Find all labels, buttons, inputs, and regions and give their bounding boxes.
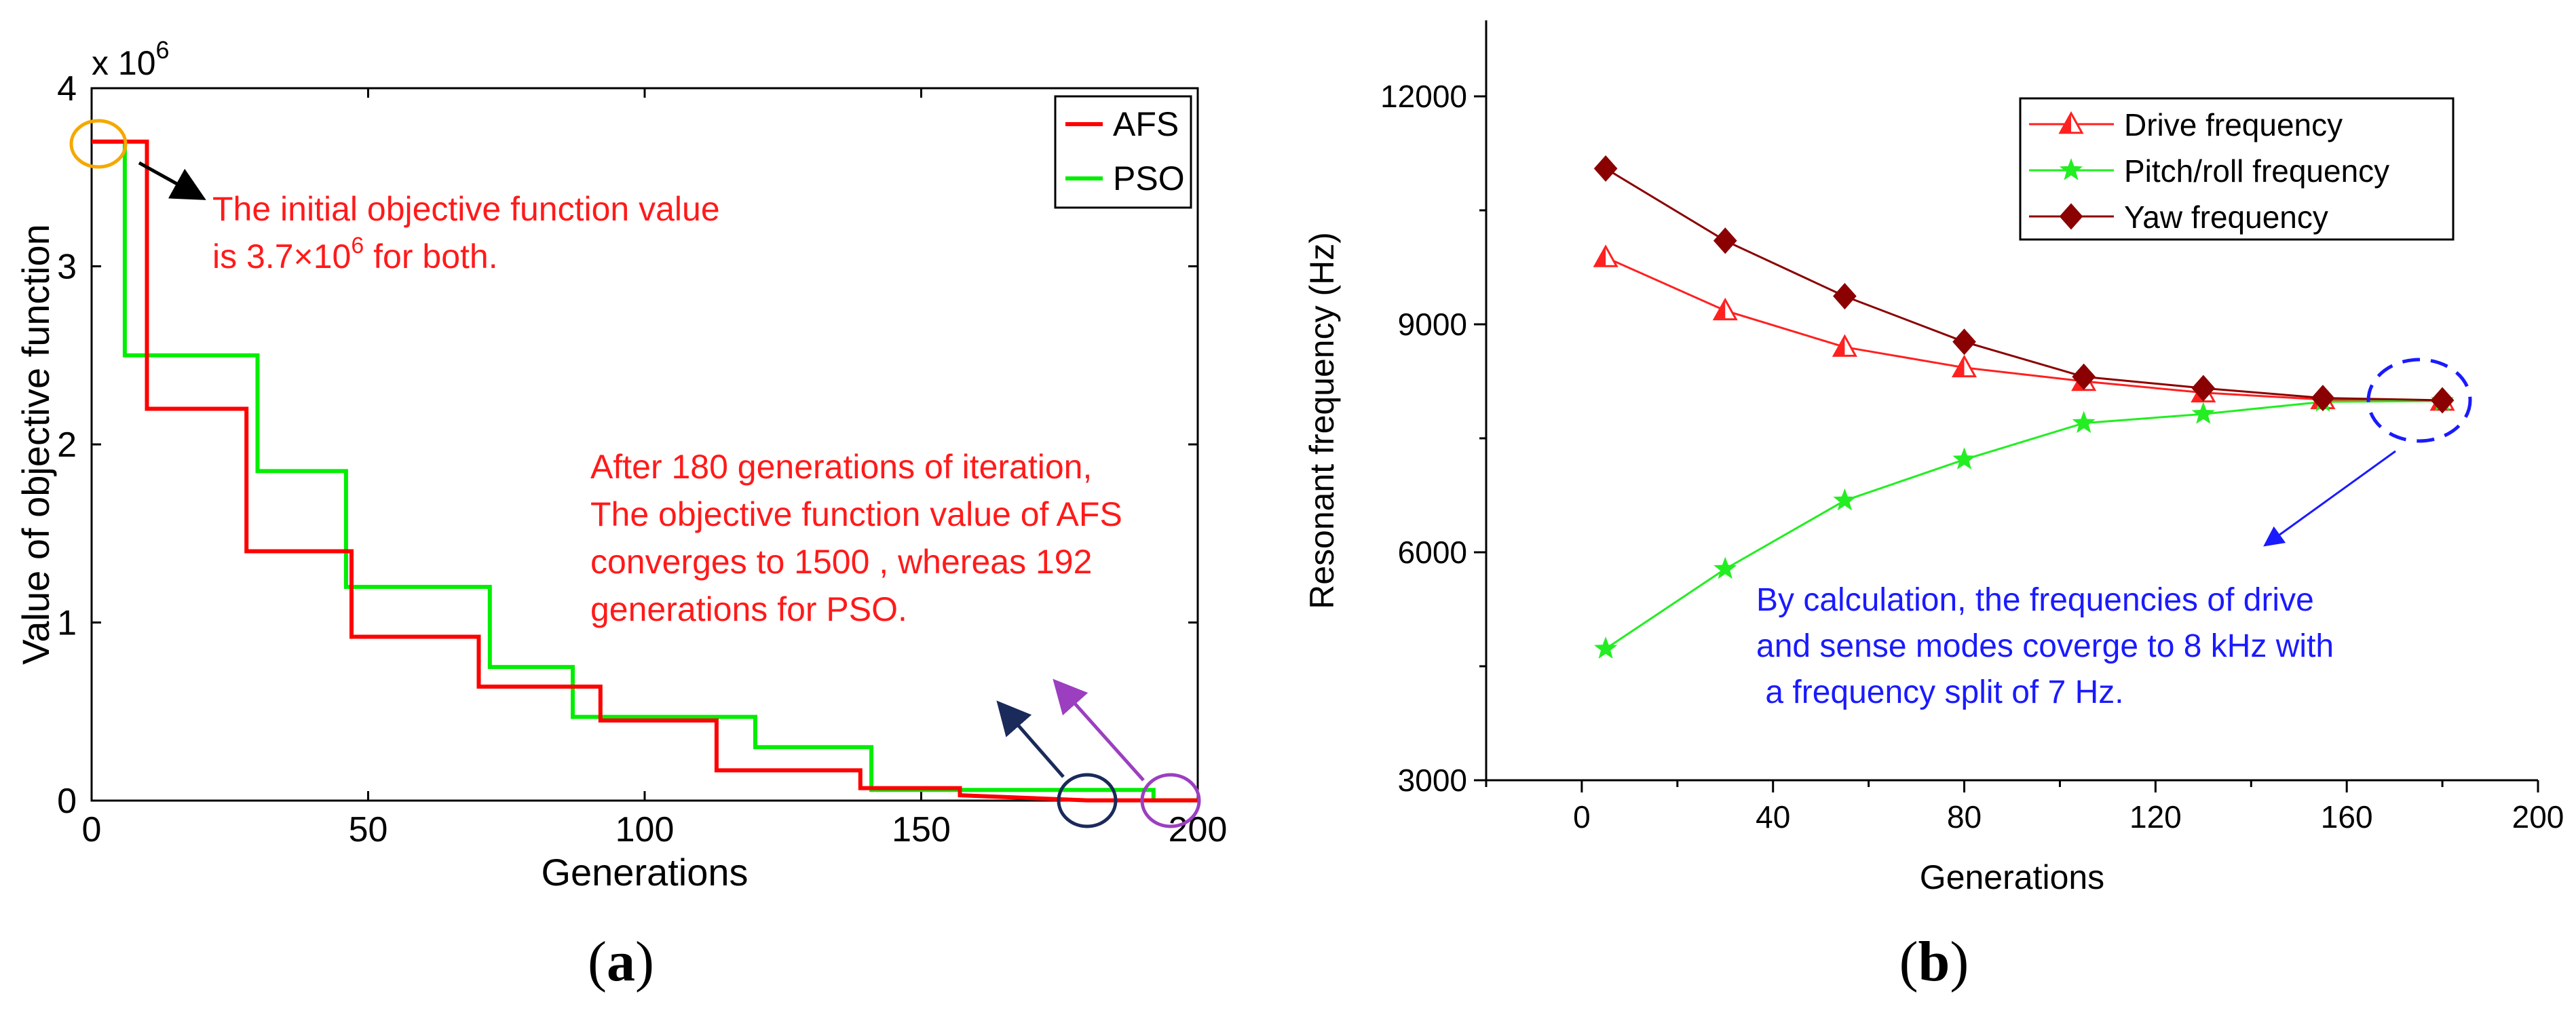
pso-converge-marker xyxy=(1140,773,1201,828)
converge-text-3: converges to 1500 , whereas 192 xyxy=(590,543,1092,581)
panel-label-a: (a) xyxy=(588,930,654,993)
y-tick-label-b: 6000 xyxy=(1398,535,1467,570)
legend-b-marker-drive-frequency xyxy=(2058,111,2084,134)
y-tick-label-b: 12000 xyxy=(1380,79,1467,114)
afs-converge-marker xyxy=(1057,773,1118,828)
initial-value-text-sup: 6 xyxy=(351,233,364,258)
plot-area-a xyxy=(90,87,1199,802)
data-point-yaw-frequency xyxy=(2311,385,2335,412)
data-point-drive-frequency xyxy=(1712,297,1738,321)
legend-b-marker-yaw-frequency xyxy=(2059,203,2083,230)
y-multiplier-exp: 6 xyxy=(156,36,170,64)
y-axis-label-a: Value of objective function xyxy=(14,224,57,665)
convergence-marker xyxy=(2366,358,2472,443)
x-axis-label-a: Generations xyxy=(541,851,748,894)
data-point-pitch-roll-frequency xyxy=(1713,556,1737,579)
convergence-arrow xyxy=(2263,450,2396,547)
data-point-pitch-roll-frequency xyxy=(2191,402,2215,424)
y-multiplier-base: x 10 xyxy=(92,44,156,82)
y-axis-label-b: Resonant frequency (Hz) xyxy=(1303,232,1341,609)
x-tick-label-b: 160 xyxy=(2321,799,2373,835)
data-point-yaw-frequency xyxy=(2191,375,2216,402)
legend-b-label-pitch: Pitch/roll frequency xyxy=(2124,153,2389,189)
initial-value-arrow xyxy=(138,161,206,200)
y-tick-label-a: 0 xyxy=(57,782,77,821)
series-line-pitch-roll-frequency xyxy=(1605,400,2443,650)
x-tick-label-b: 120 xyxy=(2129,799,2182,835)
x-tick-label-b: 40 xyxy=(1756,799,1790,835)
converge-text-2: The objective function value of AFS xyxy=(590,495,1122,533)
data-point-drive-frequency xyxy=(1832,334,1857,357)
data-point-yaw-frequency xyxy=(1952,328,1976,356)
calc-text-1: By calculation, the frequencies of drive xyxy=(1756,582,2314,618)
x-tick-label-b: 0 xyxy=(1573,799,1591,835)
y-tick-label-a: 3 xyxy=(57,248,77,287)
initial-value-marker xyxy=(69,119,128,169)
legend-b: Drive frequency Pitch/roll frequency Yaw… xyxy=(2019,97,2455,241)
legend-a-label-afs: AFS xyxy=(1113,105,1179,143)
data-point-yaw-frequency xyxy=(2072,363,2096,390)
y-tick-label-b: 9000 xyxy=(1398,307,1467,342)
data-point-pitch-roll-frequency xyxy=(1952,447,1976,470)
y-multiplier-a: x 106 xyxy=(92,36,170,82)
series-line-drive-frequency xyxy=(1605,256,2443,402)
initial-value-text-1: The initial objective function value xyxy=(212,190,720,228)
legend-b-label-yaw: Yaw frequency xyxy=(2124,199,2328,235)
initial-value-text-2: is 3.7×106 for both. xyxy=(212,233,498,275)
x-tick-label-a: 50 xyxy=(349,810,388,849)
legend-b-label-drive: Drive frequency xyxy=(2124,107,2343,142)
converge-text-4: generations for PSO. xyxy=(590,590,907,628)
chart-b: 0 40 80 120 160 200 3000 6000 9000 12000 Drive fr… xyxy=(1303,20,2564,993)
calc-text-2: and sense modes coverge to 8 kHz with xyxy=(1756,628,2334,664)
data-point-yaw-frequency xyxy=(1713,227,1737,254)
x-tick-label-b: 80 xyxy=(1947,799,1982,835)
panel-letter-b: b xyxy=(1918,930,1950,993)
afs-converge-arrow xyxy=(996,700,1065,778)
x-tick-label-a: 100 xyxy=(615,810,675,849)
panel-letter-a: a xyxy=(607,930,635,993)
legend-b-marker-pitch-roll-frequency xyxy=(2059,158,2083,180)
series-line-yaw-frequency xyxy=(1605,168,2443,402)
legend-a-label-pso: PSO xyxy=(1113,159,1185,197)
y-tick-label-b: 3000 xyxy=(1398,763,1467,798)
x-tick-label-b: 200 xyxy=(2512,799,2564,835)
x-tick-label-a: 0 xyxy=(82,810,102,849)
data-point-yaw-frequency xyxy=(1593,155,1618,182)
data-point-drive-frequency xyxy=(1951,354,1977,378)
data-point-pitch-roll-frequency xyxy=(1594,636,1618,659)
series-line-afs xyxy=(92,139,1198,803)
y-tick-label-a: 4 xyxy=(57,69,77,109)
data-point-yaw-frequency xyxy=(2430,387,2455,414)
pso-converge-arrow xyxy=(1053,678,1145,782)
initial-value-text-suffix: for both. xyxy=(364,237,497,275)
x-tick-label-a: 150 xyxy=(892,810,951,849)
y-tick-label-a: 2 xyxy=(57,425,77,465)
calc-text-3: a frequency split of 7 Hz. xyxy=(1756,674,2124,710)
legend-a: AFS PSO xyxy=(1054,95,1192,209)
data-point-pitch-roll-frequency xyxy=(1833,488,1857,511)
y-tick-label-a: 1 xyxy=(57,604,77,643)
x-axis-label-b: Generations xyxy=(1920,858,2104,896)
x-tick-label-a: 200 xyxy=(1169,810,1228,849)
data-point-pitch-roll-frequency xyxy=(2072,410,2096,434)
data-point-yaw-frequency xyxy=(1833,283,1857,310)
data-point-drive-frequency xyxy=(1593,244,1618,267)
converge-text-1: After 180 generations of iteration, xyxy=(590,448,1092,486)
initial-value-text-prefix: is 3.7×10 xyxy=(212,237,351,275)
panel-label-b: (b) xyxy=(1899,930,1969,993)
